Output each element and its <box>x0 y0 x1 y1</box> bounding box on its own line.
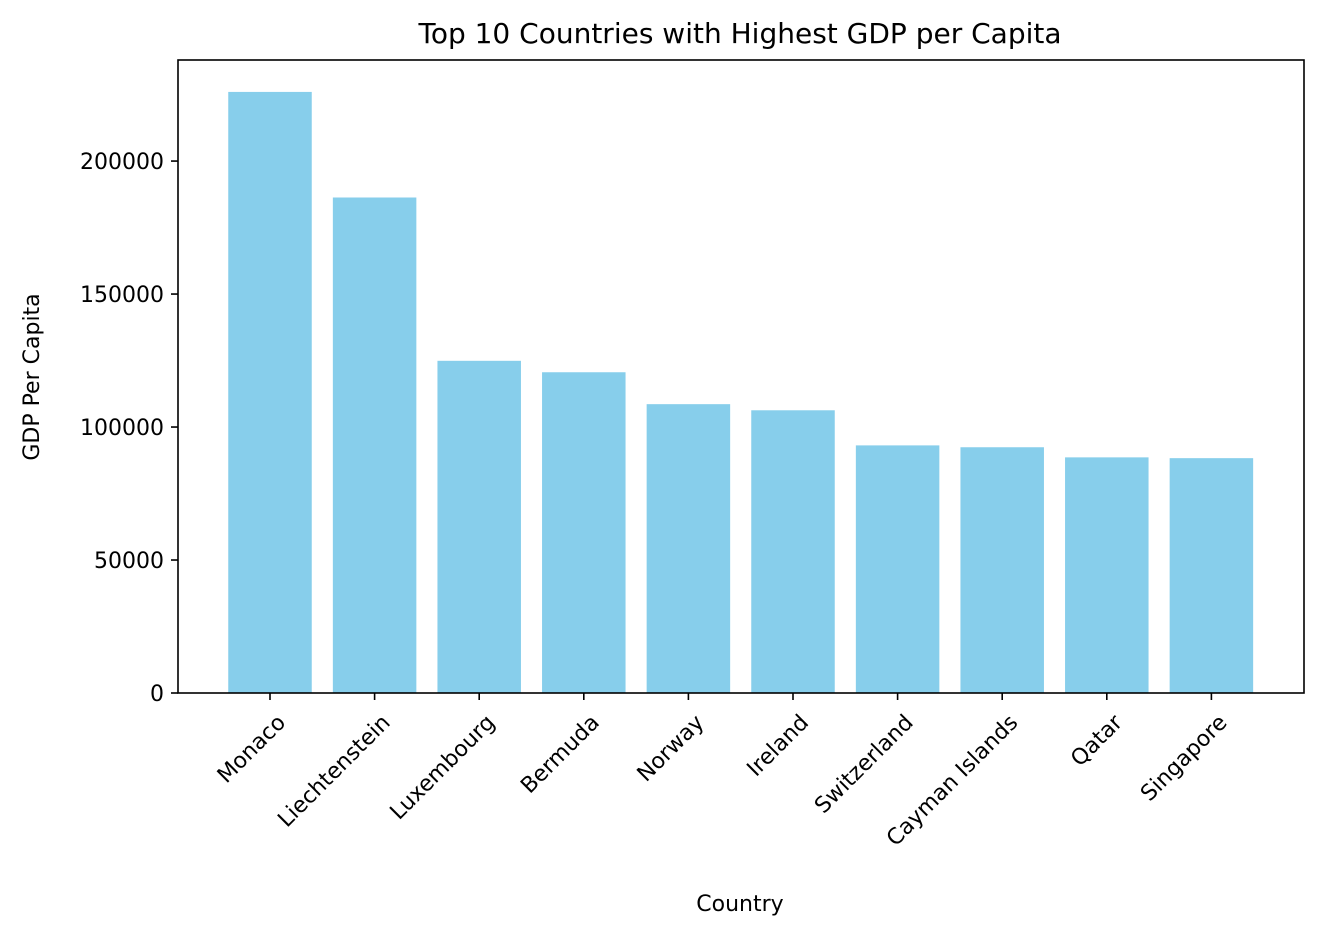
bar-singapore <box>1169 458 1254 693</box>
bar-switzerland <box>855 445 940 693</box>
y-tick-label: 50000 <box>94 549 164 574</box>
y-tick-label: 150000 <box>80 283 164 308</box>
chart-title: Top 10 Countries with Highest GDP per Ca… <box>417 17 1061 50</box>
y-tick-label: 200000 <box>80 150 164 175</box>
x-axis-label: Country <box>696 892 783 917</box>
bar-bermuda <box>542 372 626 693</box>
x-tick-label: Norway <box>633 710 710 787</box>
bar-ireland <box>751 410 835 693</box>
x-tick-label: Monaco <box>213 710 291 788</box>
bar-luxembourg <box>437 360 521 693</box>
x-tick-label: Liechtenstein <box>273 710 395 832</box>
plot-frame <box>177 59 1305 694</box>
x-tick-label: Luxembourg <box>386 710 501 825</box>
y-tick-label: 0 <box>150 682 164 707</box>
x-tick-label: Ireland <box>743 710 814 781</box>
bar-cayman-islands <box>960 447 1044 693</box>
x-tick-label: Switzerland <box>810 710 918 818</box>
bar-monaco <box>228 91 312 694</box>
bars-group <box>228 91 1254 694</box>
bar-qatar <box>1065 457 1149 693</box>
y-tick-label: 100000 <box>80 416 164 441</box>
x-tick-label: Bermuda <box>516 710 604 798</box>
bar-liechtenstein <box>332 197 417 693</box>
x-tick-label: Qatar <box>1066 710 1128 772</box>
x-tick-label: Singapore <box>1136 710 1232 806</box>
bar-norway <box>646 404 731 693</box>
y-axis-label: GDP Per Capita <box>20 293 45 460</box>
